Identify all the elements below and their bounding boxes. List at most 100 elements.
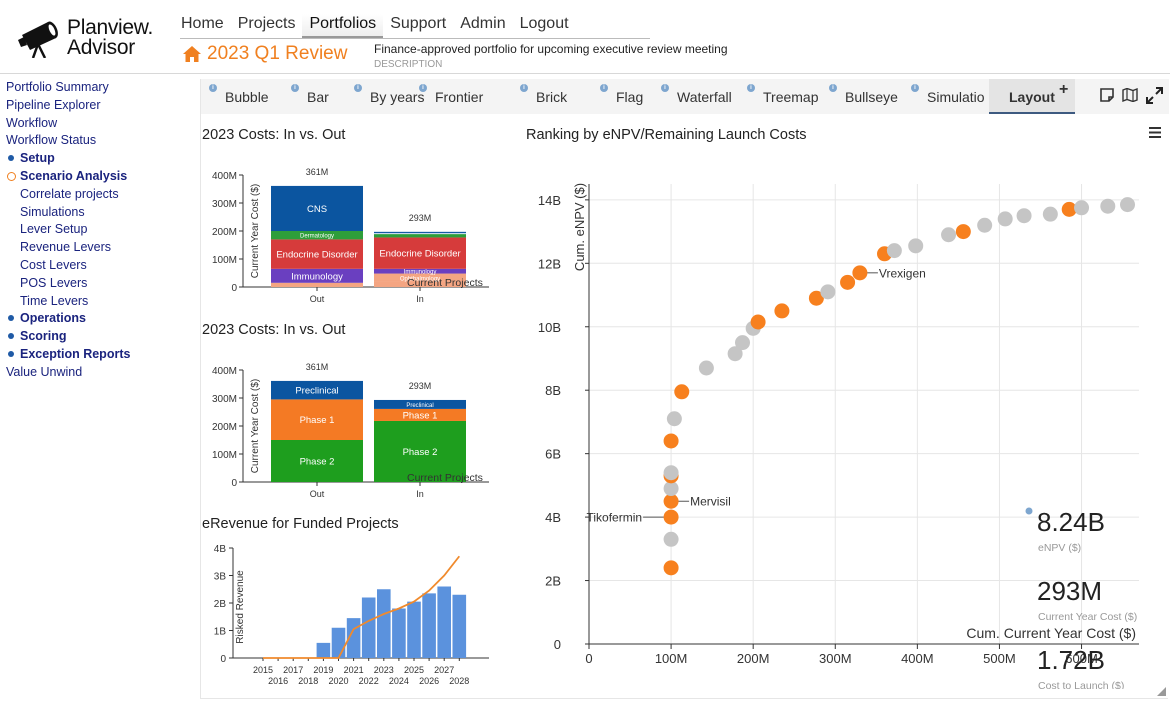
sidebar-item-portfolio-summary[interactable]: Portfolio Summary xyxy=(6,79,196,97)
revenue-trend-line[interactable] xyxy=(263,555,461,659)
info-icon[interactable]: i xyxy=(354,84,362,92)
funded-project-point[interactable] xyxy=(674,384,690,400)
tab-waterfall[interactable]: i Waterfall xyxy=(655,79,741,114)
bar-segment[interactable] xyxy=(271,399,363,440)
sidebar-item-time-levers[interactable]: Time Levers xyxy=(6,293,196,311)
bar-segment[interactable] xyxy=(271,282,363,287)
add-layout-icon[interactable]: + xyxy=(1059,81,1069,98)
bar-segment[interactable] xyxy=(374,232,466,235)
funded-project-point[interactable] xyxy=(955,224,971,240)
tab-layout[interactable]: Layout + xyxy=(989,79,1075,114)
sidebar-item-pipeline-explorer[interactable]: Pipeline Explorer xyxy=(6,97,196,115)
sidebar-item-workflow[interactable]: Workflow xyxy=(6,115,196,133)
tab-bar[interactable]: i Bar xyxy=(285,79,347,114)
bar-segment[interactable] xyxy=(374,420,466,482)
revenue-bar[interactable] xyxy=(452,594,467,658)
map-icon[interactable] xyxy=(1122,88,1138,102)
nav-projects[interactable]: Projects xyxy=(237,15,296,32)
funded-project-point[interactable] xyxy=(663,560,679,576)
info-icon[interactable]: i xyxy=(829,84,837,92)
info-icon[interactable]: i xyxy=(747,84,755,92)
unfunded-project-point[interactable] xyxy=(941,227,957,243)
revenue-bar[interactable] xyxy=(316,642,331,658)
nav-admin[interactable]: Admin xyxy=(460,15,506,32)
revenue-bar[interactable] xyxy=(437,586,451,659)
funded-project-point[interactable] xyxy=(808,290,824,306)
tab-by-years[interactable]: i By years xyxy=(348,79,424,114)
sidebar-item-setup[interactable]: Setup xyxy=(6,150,196,168)
nav-support[interactable]: Support xyxy=(390,15,447,32)
sidebar-item-revenue-levers[interactable]: Revenue Levers xyxy=(6,239,196,257)
unfunded-project-point[interactable] xyxy=(908,238,924,254)
tab-simulatio[interactable]: i Simulatio xyxy=(905,79,989,114)
unfunded-project-point[interactable] xyxy=(1016,208,1032,224)
info-icon[interactable]: i xyxy=(419,84,427,92)
revenue-bar[interactable] xyxy=(407,601,421,658)
planview-logo[interactable]: Planview. Advisor xyxy=(18,14,168,60)
unfunded-project-point[interactable] xyxy=(820,284,836,300)
nav-portfolios[interactable]: Portfolios xyxy=(302,14,384,38)
info-icon[interactable]: i xyxy=(291,84,299,92)
unfunded-project-point[interactable] xyxy=(977,217,993,233)
unfunded-project-point[interactable] xyxy=(1120,197,1136,213)
tab-brick[interactable]: i Brick xyxy=(514,79,594,114)
unfunded-project-point[interactable] xyxy=(663,465,679,481)
tab-frontier[interactable]: i Frontier xyxy=(413,79,513,114)
note-icon[interactable] xyxy=(1100,88,1114,102)
tab-bullseye[interactable]: i Bullseye xyxy=(823,79,905,114)
sidebar-item-scoring[interactable]: Scoring xyxy=(6,328,196,346)
revenue-bar[interactable] xyxy=(392,608,406,659)
funded-project-point[interactable] xyxy=(663,493,679,509)
revenue-bar[interactable] xyxy=(331,627,346,658)
bar-segment[interactable] xyxy=(271,268,363,283)
revenue-bar[interactable] xyxy=(361,597,376,659)
sidebar-item-pos-levers[interactable]: POS Levers xyxy=(6,275,196,293)
chart-menu-icon[interactable] xyxy=(1149,127,1161,138)
expand-icon[interactable] xyxy=(1146,87,1163,104)
bar-segment[interactable] xyxy=(374,273,466,282)
info-icon[interactable]: i xyxy=(209,84,217,92)
bar-segment[interactable] xyxy=(374,268,466,274)
revenue-bar[interactable] xyxy=(377,589,391,658)
sidebar-item-exception-reports[interactable]: Exception Reports xyxy=(6,346,196,364)
sidebar-item-cost-levers[interactable]: Cost Levers xyxy=(6,257,196,275)
bar-segment[interactable] xyxy=(374,231,466,233)
sidebar-item-lever-setup[interactable]: Lever Setup xyxy=(6,221,196,239)
nav-logout[interactable]: Logout xyxy=(519,15,569,32)
funded-project-point[interactable] xyxy=(663,433,679,449)
funded-project-point[interactable] xyxy=(750,314,766,330)
funded-project-point[interactable] xyxy=(840,274,856,290)
bar-segment[interactable] xyxy=(374,234,466,238)
info-icon[interactable]: i xyxy=(520,84,528,92)
bar-segment[interactable] xyxy=(374,408,466,421)
home-icon[interactable] xyxy=(183,46,201,62)
unfunded-project-point[interactable] xyxy=(735,335,751,351)
unfunded-project-point[interactable] xyxy=(666,411,682,427)
sidebar-item-simulations[interactable]: Simulations xyxy=(6,204,196,222)
unfunded-project-point[interactable] xyxy=(698,360,714,376)
revenue-bar[interactable] xyxy=(422,593,436,658)
bar-segment[interactable] xyxy=(271,185,363,231)
unfunded-project-point[interactable] xyxy=(727,346,743,362)
bar-segment[interactable] xyxy=(374,399,466,409)
info-icon[interactable]: i xyxy=(661,84,669,92)
unfunded-project-point[interactable] xyxy=(1042,206,1058,222)
bar-segment[interactable] xyxy=(271,231,363,240)
unfunded-project-point[interactable] xyxy=(1100,198,1116,214)
unfunded-project-point[interactable] xyxy=(1074,200,1090,216)
sidebar-item-scenario-analysis[interactable]: Scenario Analysis xyxy=(6,168,196,186)
bar-segment[interactable] xyxy=(374,281,466,287)
sidebar-item-correlate-projects[interactable]: Correlate projects xyxy=(6,186,196,204)
funded-project-point[interactable] xyxy=(663,509,679,525)
tab-bubble[interactable]: i Bubble xyxy=(203,79,283,114)
tab-flag[interactable]: i Flag xyxy=(594,79,654,114)
funded-project-point[interactable] xyxy=(1061,201,1077,217)
info-icon[interactable]: i xyxy=(911,84,919,92)
unfunded-project-point[interactable] xyxy=(886,243,902,259)
bar-segment[interactable] xyxy=(374,237,466,269)
unfunded-project-point[interactable] xyxy=(997,211,1013,227)
resize-handle-icon[interactable] xyxy=(1157,687,1166,696)
sidebar-item-operations[interactable]: Operations xyxy=(6,310,196,328)
info-icon[interactable]: i xyxy=(600,84,608,92)
funded-project-point[interactable] xyxy=(852,265,868,281)
